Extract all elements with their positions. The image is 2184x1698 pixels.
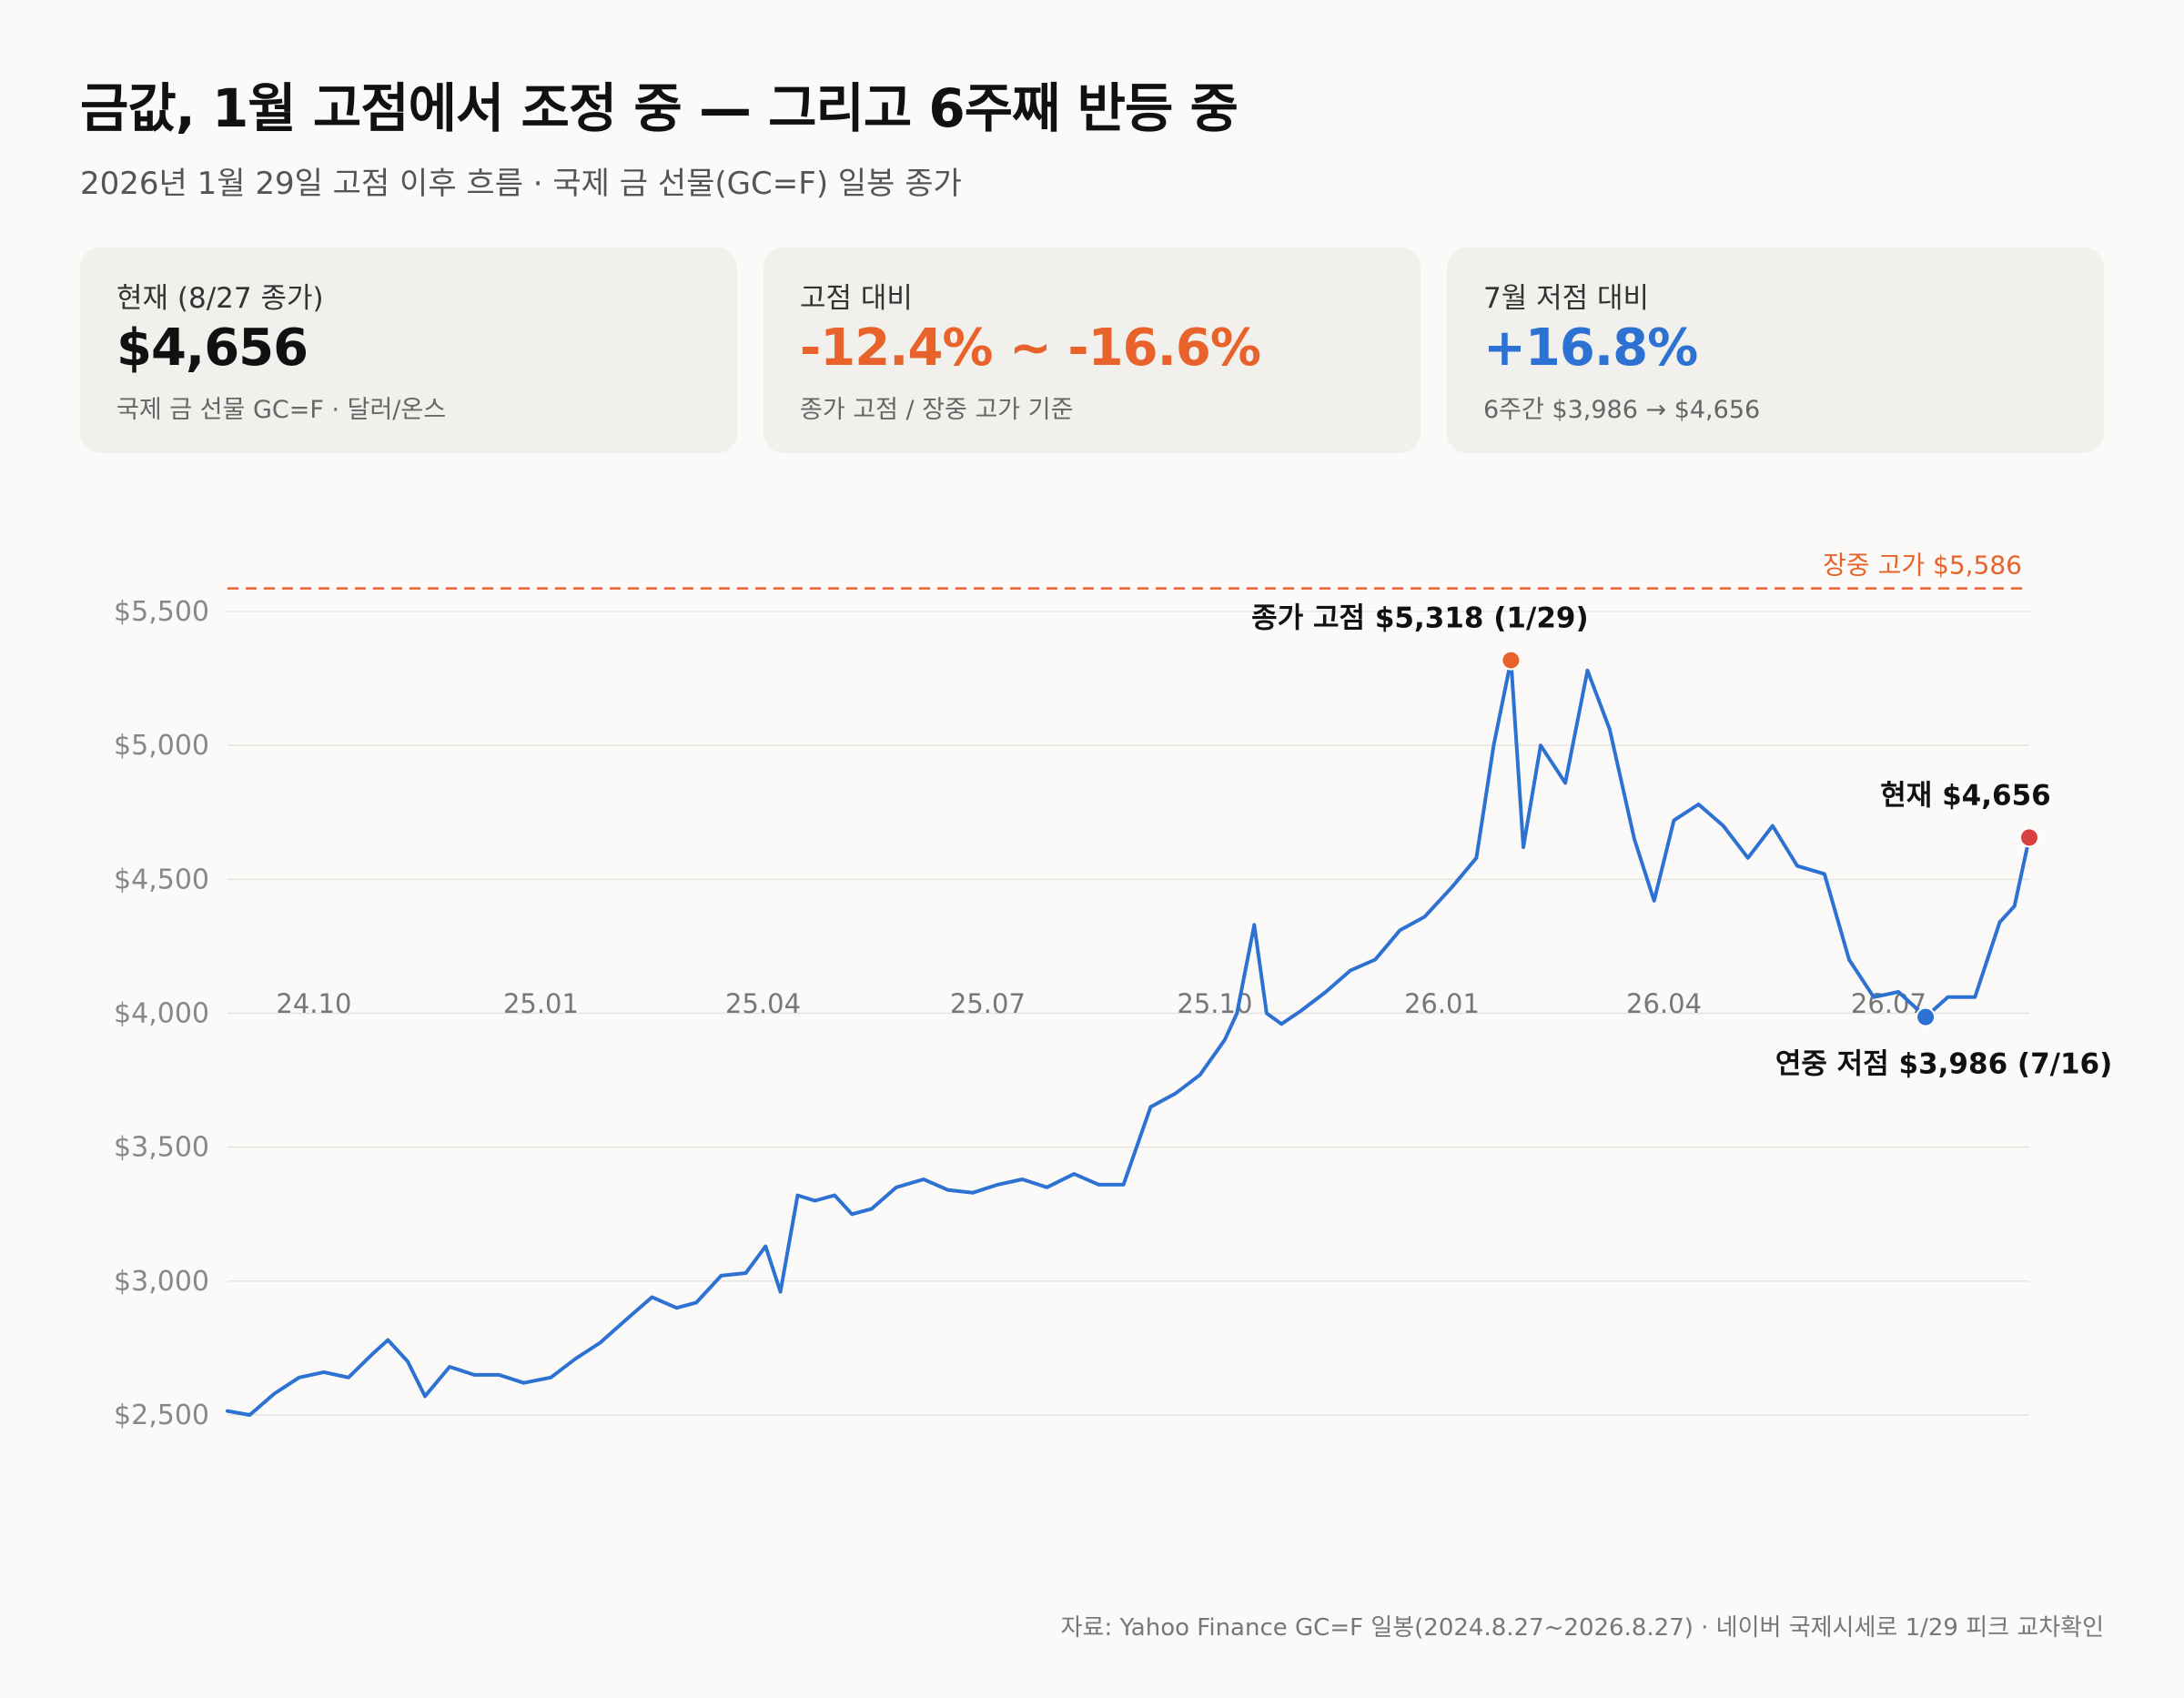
y-tick-label: $4,500 [114, 864, 209, 895]
low-marker [1916, 1006, 1936, 1027]
y-tick-label: $5,500 [114, 596, 209, 628]
x-tick-label: 24.10 [276, 988, 351, 1019]
stat-cards: 현재 (8/27 종가) $4,656 국제 금 선물 GC=F · 달러/온스… [80, 248, 2104, 453]
source-note: 자료: Yahoo Finance GC=F 일봉(2024.8.27~2026… [1060, 1614, 2104, 1642]
x-tick-label: 26.01 [1404, 988, 1480, 1019]
y-tick-label: $5,000 [114, 730, 209, 762]
x-tick-label: 26.04 [1626, 988, 1702, 1019]
current-marker [2019, 827, 2039, 848]
y-tick-label: $4,000 [114, 998, 209, 1030]
x-tick-label: 25.07 [950, 988, 1026, 1019]
page-subtitle: 2026년 1월 29일 고점 이후 흐름 · 국제 금 선물(GC=F) 일봉… [80, 166, 962, 202]
vs-peak-value: -12.4% ~ -16.6% [800, 318, 1261, 378]
vs-low-value: +16.8% [1483, 318, 1698, 378]
y-tick-label: $3,500 [114, 1132, 209, 1164]
chart-svg: $2,500 $3,000 $3,500 $4,000 $4,500 $5,000 $5,5… [114, 551, 2112, 1431]
low-label: 연중 저점 $3,986 (7/16) [1775, 1048, 2112, 1081]
vs-low-note: 6주간 $3,986 → $4,656 [1483, 396, 1761, 424]
current-price-card: 현재 (8/27 종가) $4,656 국제 금 선물 GC=F · 달러/온스 [80, 248, 737, 453]
vs-peak-label: 고점 대비 [800, 282, 913, 315]
current-price-note: 국제 금 선물 GC=F · 달러/온스 [116, 396, 447, 424]
page-title: 금값, 1월 고점에서 조정 중 — 그리고 6주째 반등 중 [80, 77, 1239, 139]
peak-label: 종가 고점 $5,318 (1/29) [1251, 602, 1588, 635]
current-label: 현재 $4,656 [1880, 779, 2050, 812]
price-series-line [226, 658, 2031, 1417]
x-tick-label: 25.04 [725, 988, 801, 1019]
y-tick-label: $2,500 [114, 1400, 209, 1431]
vs-low-card: 7월 저점 대비 +16.8% 6주간 $3,986 → $4,656 [1447, 248, 2104, 453]
peak-marker [1501, 650, 1522, 671]
x-tick-label: 25.01 [503, 988, 579, 1019]
y-tick-label: $3,000 [114, 1266, 209, 1298]
current-price-value: $4,656 [116, 318, 308, 378]
intraday-high-label: 장중 고가 $5,586 [1823, 551, 2022, 581]
vs-peak-note: 종가 고점 / 장중 고가 기준 [800, 396, 1074, 424]
vs-peak-card: 고점 대비 -12.4% ~ -16.6% 종가 고점 / 장중 고가 기준 [763, 248, 1421, 453]
current-price-label: 현재 (8/27 종가) [116, 282, 324, 315]
vs-low-label: 7월 저점 대비 [1483, 282, 1650, 315]
gold-price-chart: $2,500 $3,000 $3,500 $4,000 $4,500 $5,000 $5,5… [0, 510, 2184, 1583]
